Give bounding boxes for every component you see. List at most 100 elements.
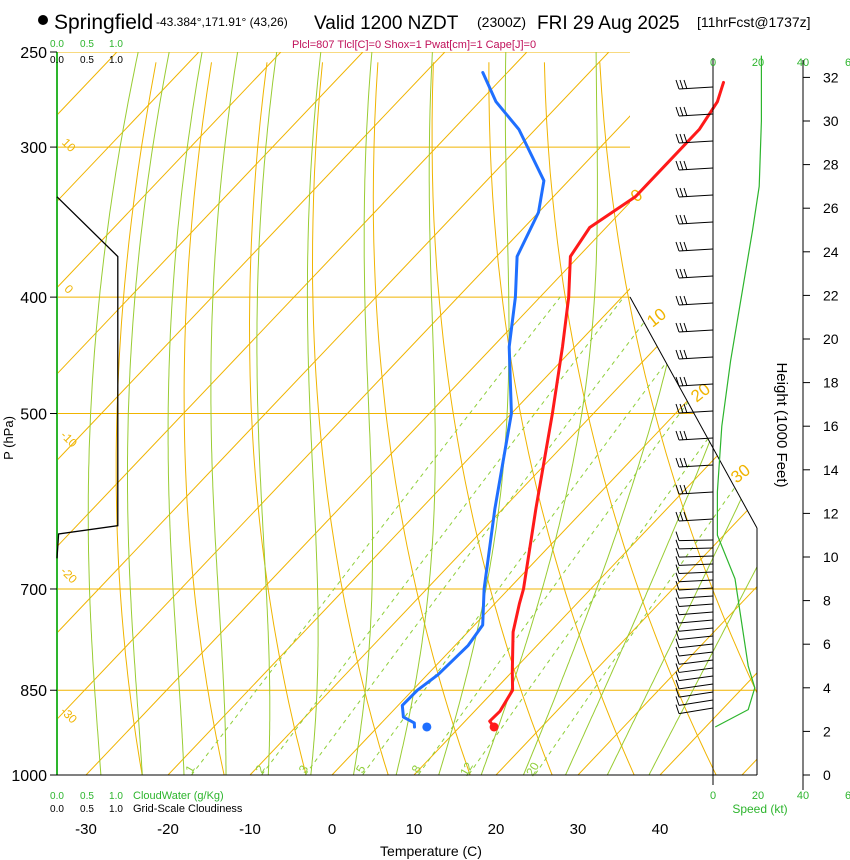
dewpoint-line	[400, 71, 546, 729]
left-isotherm-label: 0	[62, 282, 77, 297]
wind-panel-mask	[630, 52, 757, 528]
mixing-ratio-line	[260, 296, 625, 775]
mixing-ratio-label: 12	[457, 760, 476, 779]
sounding-series	[400, 71, 725, 732]
isotherm	[495, 499, 757, 775]
wind-barb-flag	[675, 160, 680, 171]
height-tick-label: 4	[823, 680, 831, 696]
wind-barb	[678, 691, 714, 698]
height-tick-label: 16	[823, 418, 839, 434]
mixing-ratio-line	[304, 296, 664, 775]
wind-barb-flag	[675, 646, 680, 657]
cloudwater-tick-top: 1.0	[109, 39, 123, 50]
wind-barb	[678, 675, 714, 682]
speed-tick-bottom: 0	[710, 790, 716, 802]
wind-barb-flag	[675, 295, 680, 306]
wind-barb-flag	[675, 564, 680, 574]
utc-time: (2300Z)	[477, 14, 526, 30]
x-tick-label: -20	[157, 821, 179, 838]
wind-panel: 0020204040660246810121416182022242628303…	[629, 55, 850, 802]
y-tick-label: 500	[20, 407, 47, 424]
cloudwater-tick-top: 0.0	[50, 39, 64, 50]
wind-barb-flag	[679, 268, 684, 279]
height-tick-label: 24	[823, 244, 839, 260]
wind-barb	[678, 595, 714, 599]
isotherm	[413, 413, 757, 775]
height-tick-label: 12	[823, 505, 839, 521]
wind-barb-flag	[675, 531, 680, 541]
wind-barb-flag	[675, 268, 680, 279]
y-tick-label: 700	[20, 582, 47, 599]
wind-barb	[678, 571, 714, 575]
x-tick-label: 20	[488, 821, 505, 838]
mixing-ratio-label: 8	[409, 762, 425, 775]
cloudwater-tick-bottom: 0.0	[50, 791, 64, 802]
wind-barb-flag	[675, 547, 680, 558]
wind-barb-flag	[683, 322, 688, 333]
cloudiness-tick-bottom: 0.0	[50, 804, 64, 815]
wind-barb	[678, 659, 714, 665]
station-name: Springfield	[54, 11, 153, 34]
cloudiness-tick-top: 0.0	[50, 55, 64, 66]
wind-barb-flag	[675, 671, 680, 681]
mixing-ratio-label: 5	[353, 762, 369, 775]
isotherm	[57, 52, 200, 203]
speed-tick-bottom: 20	[752, 790, 764, 802]
wind-barb-flag	[679, 511, 684, 522]
wind-barb-flag	[675, 241, 680, 252]
wind-barb-flag	[679, 79, 684, 90]
wind-barb-flag	[679, 106, 684, 117]
wind-barb-flag	[683, 241, 688, 252]
wind-barb-flag	[675, 638, 680, 648]
wind-barb	[678, 587, 714, 591]
wind-barb-flag	[679, 484, 684, 495]
wind-barb-flag	[675, 187, 680, 198]
wind-barb-flag	[683, 79, 688, 90]
height-tick-label: 14	[823, 462, 839, 478]
wind-barb-flag	[675, 605, 680, 615]
height-axis-title: Height (1000 Feet)	[773, 362, 790, 487]
wind-barb-flag	[675, 663, 680, 673]
speed-tick-top: 40	[797, 57, 809, 69]
wind-barb	[678, 707, 714, 715]
moist-adiabat	[210, 52, 239, 775]
isotherm	[57, 52, 282, 289]
wind-barb-flag	[679, 403, 684, 414]
height-tick-label: 10	[823, 549, 839, 565]
moist-adiabat	[87, 52, 139, 775]
wind-barb	[678, 383, 714, 387]
wind-barb-flag	[675, 613, 680, 624]
wind-barb	[678, 699, 714, 706]
wind-barb-flag	[675, 430, 680, 441]
wind-barb-flag	[679, 160, 684, 171]
moist-adiabat	[127, 52, 170, 775]
mixing-ratio-line	[417, 307, 757, 775]
x-tick-label: 40	[652, 821, 669, 838]
wind-barb-flag	[675, 511, 680, 522]
wind-barb	[678, 410, 714, 414]
height-tick-label: 26	[823, 200, 839, 216]
isotherm	[57, 52, 692, 720]
moist-adiabat	[606, 464, 757, 775]
wind-barb-flag	[683, 349, 688, 360]
isotherm	[57, 52, 446, 461]
wind-barb	[678, 491, 714, 495]
height-tick-label: 8	[823, 593, 831, 609]
wind-barb	[678, 113, 714, 117]
cloudwater-tick-bottom: 1.0	[109, 791, 123, 802]
dry-adiabat	[543, 62, 717, 775]
dry-adiabat	[488, 62, 635, 775]
y-tick-label: 400	[20, 290, 47, 307]
dry-adiabat	[115, 62, 157, 775]
moist-adiabat	[306, 52, 322, 775]
wind-barb-flag	[683, 106, 688, 117]
isotherm	[249, 240, 757, 775]
wind-barb	[678, 356, 714, 360]
wind-barb-flag	[683, 133, 688, 144]
dry-adiabat	[183, 62, 225, 775]
isotherm	[57, 52, 528, 548]
y-tick-label: 1000	[11, 768, 47, 785]
y-tick-label: 250	[20, 45, 47, 62]
wind-barb-flag	[683, 214, 688, 225]
height-tick-label: 18	[823, 375, 839, 391]
